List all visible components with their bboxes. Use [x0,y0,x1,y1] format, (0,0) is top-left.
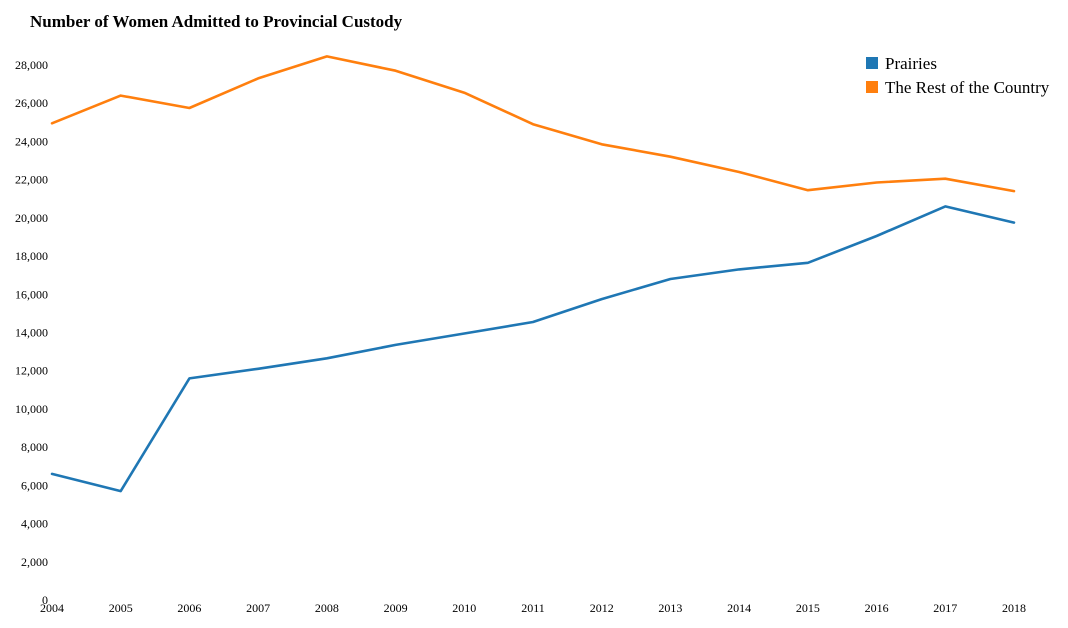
x-tick-label: 2008 [315,601,339,615]
y-axis-ticks: 0 2,000 4,000 6,000 8,000 10,000 12,000 14,000 1… [15,58,48,607]
y-tick-label: 4,000 [21,517,48,531]
series-lines [50,55,1016,493]
series-line-0 [50,205,1016,493]
x-tick-label: 2017 [933,601,957,615]
y-tick-label: 24,000 [15,134,48,148]
x-tick-label: 2016 [865,601,889,615]
y-tick-label: 12,000 [15,364,48,378]
x-tick-label: 2011 [521,601,545,615]
y-tick-label: 28,000 [15,58,48,72]
y-tick-label: 2,000 [21,555,48,569]
y-tick-label: 0 [42,593,48,607]
x-tick-label: 2010 [452,601,476,615]
x-tick-label: 2014 [727,601,751,615]
y-tick-label: 26,000 [15,96,48,110]
x-tick-label: 2012 [590,601,614,615]
y-tick-label: 6,000 [21,478,48,492]
x-tick-label: 2007 [246,601,270,615]
y-tick-label: 20,000 [15,211,48,225]
legend-label: The Rest of the Country [885,78,1050,97]
series-line-1 [50,55,1016,193]
x-tick-label: 2013 [658,601,682,615]
legend-label: Prairies [885,54,937,73]
legend-swatch [866,81,878,93]
y-tick-label: 18,000 [15,249,48,263]
legend-swatch [866,57,878,69]
x-axis-ticks: 2004 2005 2006 2007 2008 2009 2010 2011 2012 2013… [40,601,1026,615]
y-tick-label: 22,000 [15,173,48,187]
y-tick-label: 16,000 [15,287,48,301]
x-tick-label: 2015 [796,601,820,615]
x-tick-label: 2004 [40,601,64,615]
x-tick-label: 2018 [1002,601,1026,615]
legend: Prairies The Rest of the Country [866,54,1050,97]
y-tick-label: 10,000 [15,402,48,416]
x-tick-label: 2009 [384,601,408,615]
y-tick-label: 14,000 [15,326,48,340]
x-tick-label: 2006 [177,601,201,615]
y-tick-label: 8,000 [21,440,48,454]
x-tick-label: 2005 [109,601,133,615]
chart-title: Number of Women Admitted to Provincial C… [30,12,403,31]
